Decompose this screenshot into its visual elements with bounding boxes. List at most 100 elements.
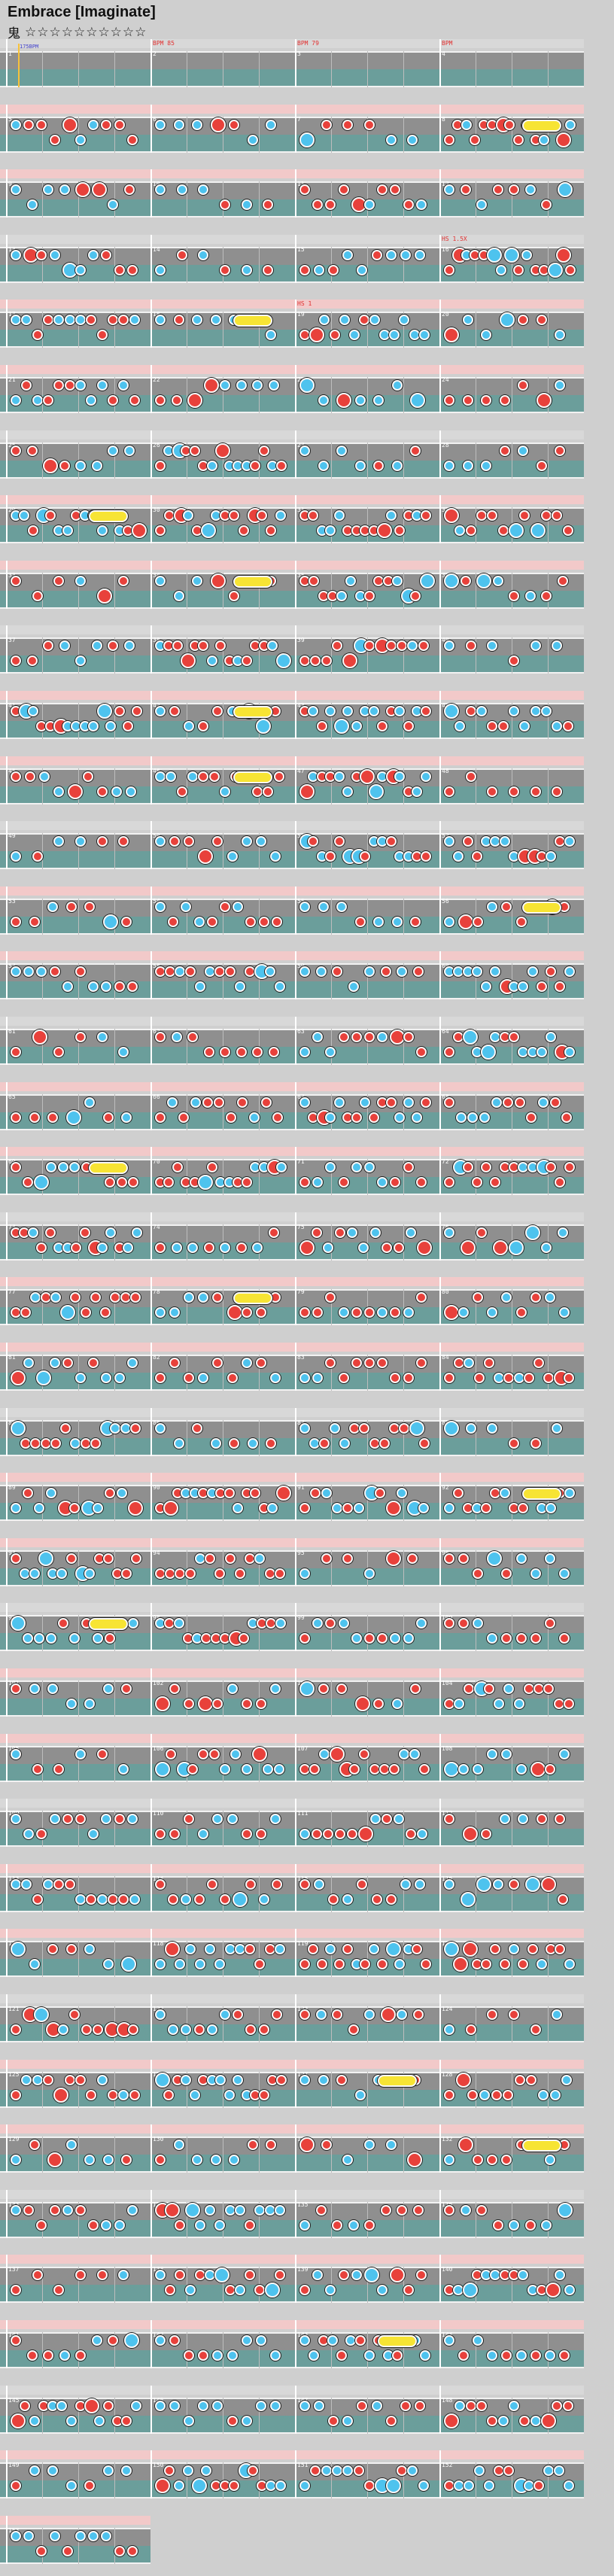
measure-number: 144 bbox=[442, 2331, 452, 2338]
don-note bbox=[259, 917, 269, 927]
ka-note bbox=[194, 917, 205, 927]
ka-note bbox=[397, 966, 407, 977]
don-note bbox=[127, 135, 138, 145]
ka-note bbox=[11, 1616, 26, 1631]
barline bbox=[439, 1277, 441, 1325]
don-note bbox=[254, 1959, 265, 1969]
ka-note bbox=[394, 1814, 404, 1824]
measure-number: 65 bbox=[8, 1093, 16, 1100]
don-note bbox=[215, 640, 226, 651]
ka-note bbox=[325, 1047, 336, 1057]
ka-note bbox=[487, 2350, 497, 2361]
don-note bbox=[463, 1942, 478, 1957]
drumroll-note bbox=[89, 1162, 128, 1174]
don-note bbox=[198, 1696, 213, 1711]
don-note bbox=[163, 1501, 178, 1516]
ka-note bbox=[377, 1032, 388, 1042]
chart-row: 137138139140 bbox=[0, 2255, 614, 2315]
ka-note bbox=[364, 2350, 375, 2361]
don-note bbox=[202, 1097, 213, 1108]
ka-note bbox=[364, 199, 375, 210]
don-note bbox=[225, 2285, 236, 2295]
ka-note bbox=[518, 1162, 528, 1172]
ka-note bbox=[93, 1633, 103, 1644]
ka-note bbox=[400, 250, 411, 260]
don-note bbox=[558, 1894, 568, 1905]
don-note bbox=[164, 2465, 175, 2476]
barline bbox=[439, 2386, 441, 2434]
ka-note bbox=[525, 1225, 540, 1240]
don-note bbox=[308, 1944, 318, 1954]
measure-number: 139 bbox=[297, 2266, 309, 2273]
don-note bbox=[377, 1358, 388, 1368]
beatline bbox=[403, 1224, 404, 1261]
don-note bbox=[50, 1438, 61, 1449]
ka-note bbox=[342, 2155, 353, 2165]
don-note bbox=[207, 1162, 217, 1172]
don-note bbox=[114, 265, 125, 275]
beatline bbox=[331, 1159, 332, 1195]
ka-note bbox=[472, 966, 482, 977]
beatline bbox=[42, 1746, 43, 1782]
event-band bbox=[0, 1994, 584, 2003]
ka-note bbox=[493, 1879, 503, 1890]
don-note bbox=[476, 2401, 487, 2411]
ka-note bbox=[527, 966, 538, 977]
don-note bbox=[325, 1292, 336, 1303]
measure-number: 43 bbox=[297, 702, 305, 709]
beatline bbox=[331, 1680, 332, 1717]
ka-note bbox=[207, 2024, 217, 2035]
barline bbox=[295, 235, 296, 283]
measure-number: 146 bbox=[153, 2397, 163, 2404]
ka-note bbox=[342, 250, 353, 260]
don-note bbox=[476, 2205, 487, 2216]
ka-note bbox=[187, 1242, 198, 1253]
beatline bbox=[403, 637, 404, 674]
ka-note bbox=[377, 2285, 388, 2295]
don-note bbox=[552, 2401, 562, 2411]
beatline bbox=[403, 2137, 404, 2173]
don-note bbox=[127, 981, 138, 992]
don-note bbox=[66, 902, 77, 912]
don-note bbox=[236, 1047, 247, 1057]
barline bbox=[150, 1473, 152, 1521]
don-note bbox=[32, 591, 43, 601]
ka-note bbox=[476, 706, 487, 716]
chart-row: 33343536 bbox=[0, 561, 614, 621]
barline bbox=[6, 1473, 8, 1521]
measure-number: 47 bbox=[297, 768, 305, 774]
beatline bbox=[42, 899, 43, 935]
ka-note bbox=[463, 2283, 478, 2298]
event-band bbox=[0, 169, 584, 178]
don-note bbox=[11, 655, 21, 666]
don-note bbox=[410, 591, 421, 601]
ka-note bbox=[309, 2350, 319, 2361]
ka-note bbox=[233, 1892, 248, 1907]
don-note bbox=[379, 1438, 390, 1449]
beatline bbox=[78, 507, 79, 543]
don-note bbox=[130, 1423, 141, 1434]
don-note bbox=[318, 1683, 329, 1694]
ka-note bbox=[56, 1568, 67, 1579]
don-note bbox=[36, 2546, 47, 2556]
barline bbox=[150, 300, 152, 348]
drumroll-note bbox=[378, 2335, 417, 2347]
measure-number: 151 bbox=[297, 2462, 309, 2468]
don-note bbox=[541, 1877, 556, 1892]
ka-note bbox=[28, 706, 38, 716]
don-note bbox=[530, 1438, 541, 1449]
barline bbox=[6, 300, 8, 348]
drumroll-note bbox=[89, 510, 128, 522]
measure-number: 109 bbox=[8, 1810, 19, 1817]
beatline bbox=[42, 963, 43, 999]
ka-note bbox=[23, 1829, 34, 1839]
don-note bbox=[212, 836, 223, 847]
don-note bbox=[342, 653, 357, 668]
don-note bbox=[184, 1699, 194, 1709]
ka-note bbox=[75, 2531, 86, 2541]
don-note bbox=[474, 1373, 485, 1383]
ka-note bbox=[46, 1488, 56, 1498]
ka-note bbox=[490, 2270, 500, 2280]
don-note bbox=[308, 836, 318, 847]
don-note bbox=[487, 2009, 497, 2020]
